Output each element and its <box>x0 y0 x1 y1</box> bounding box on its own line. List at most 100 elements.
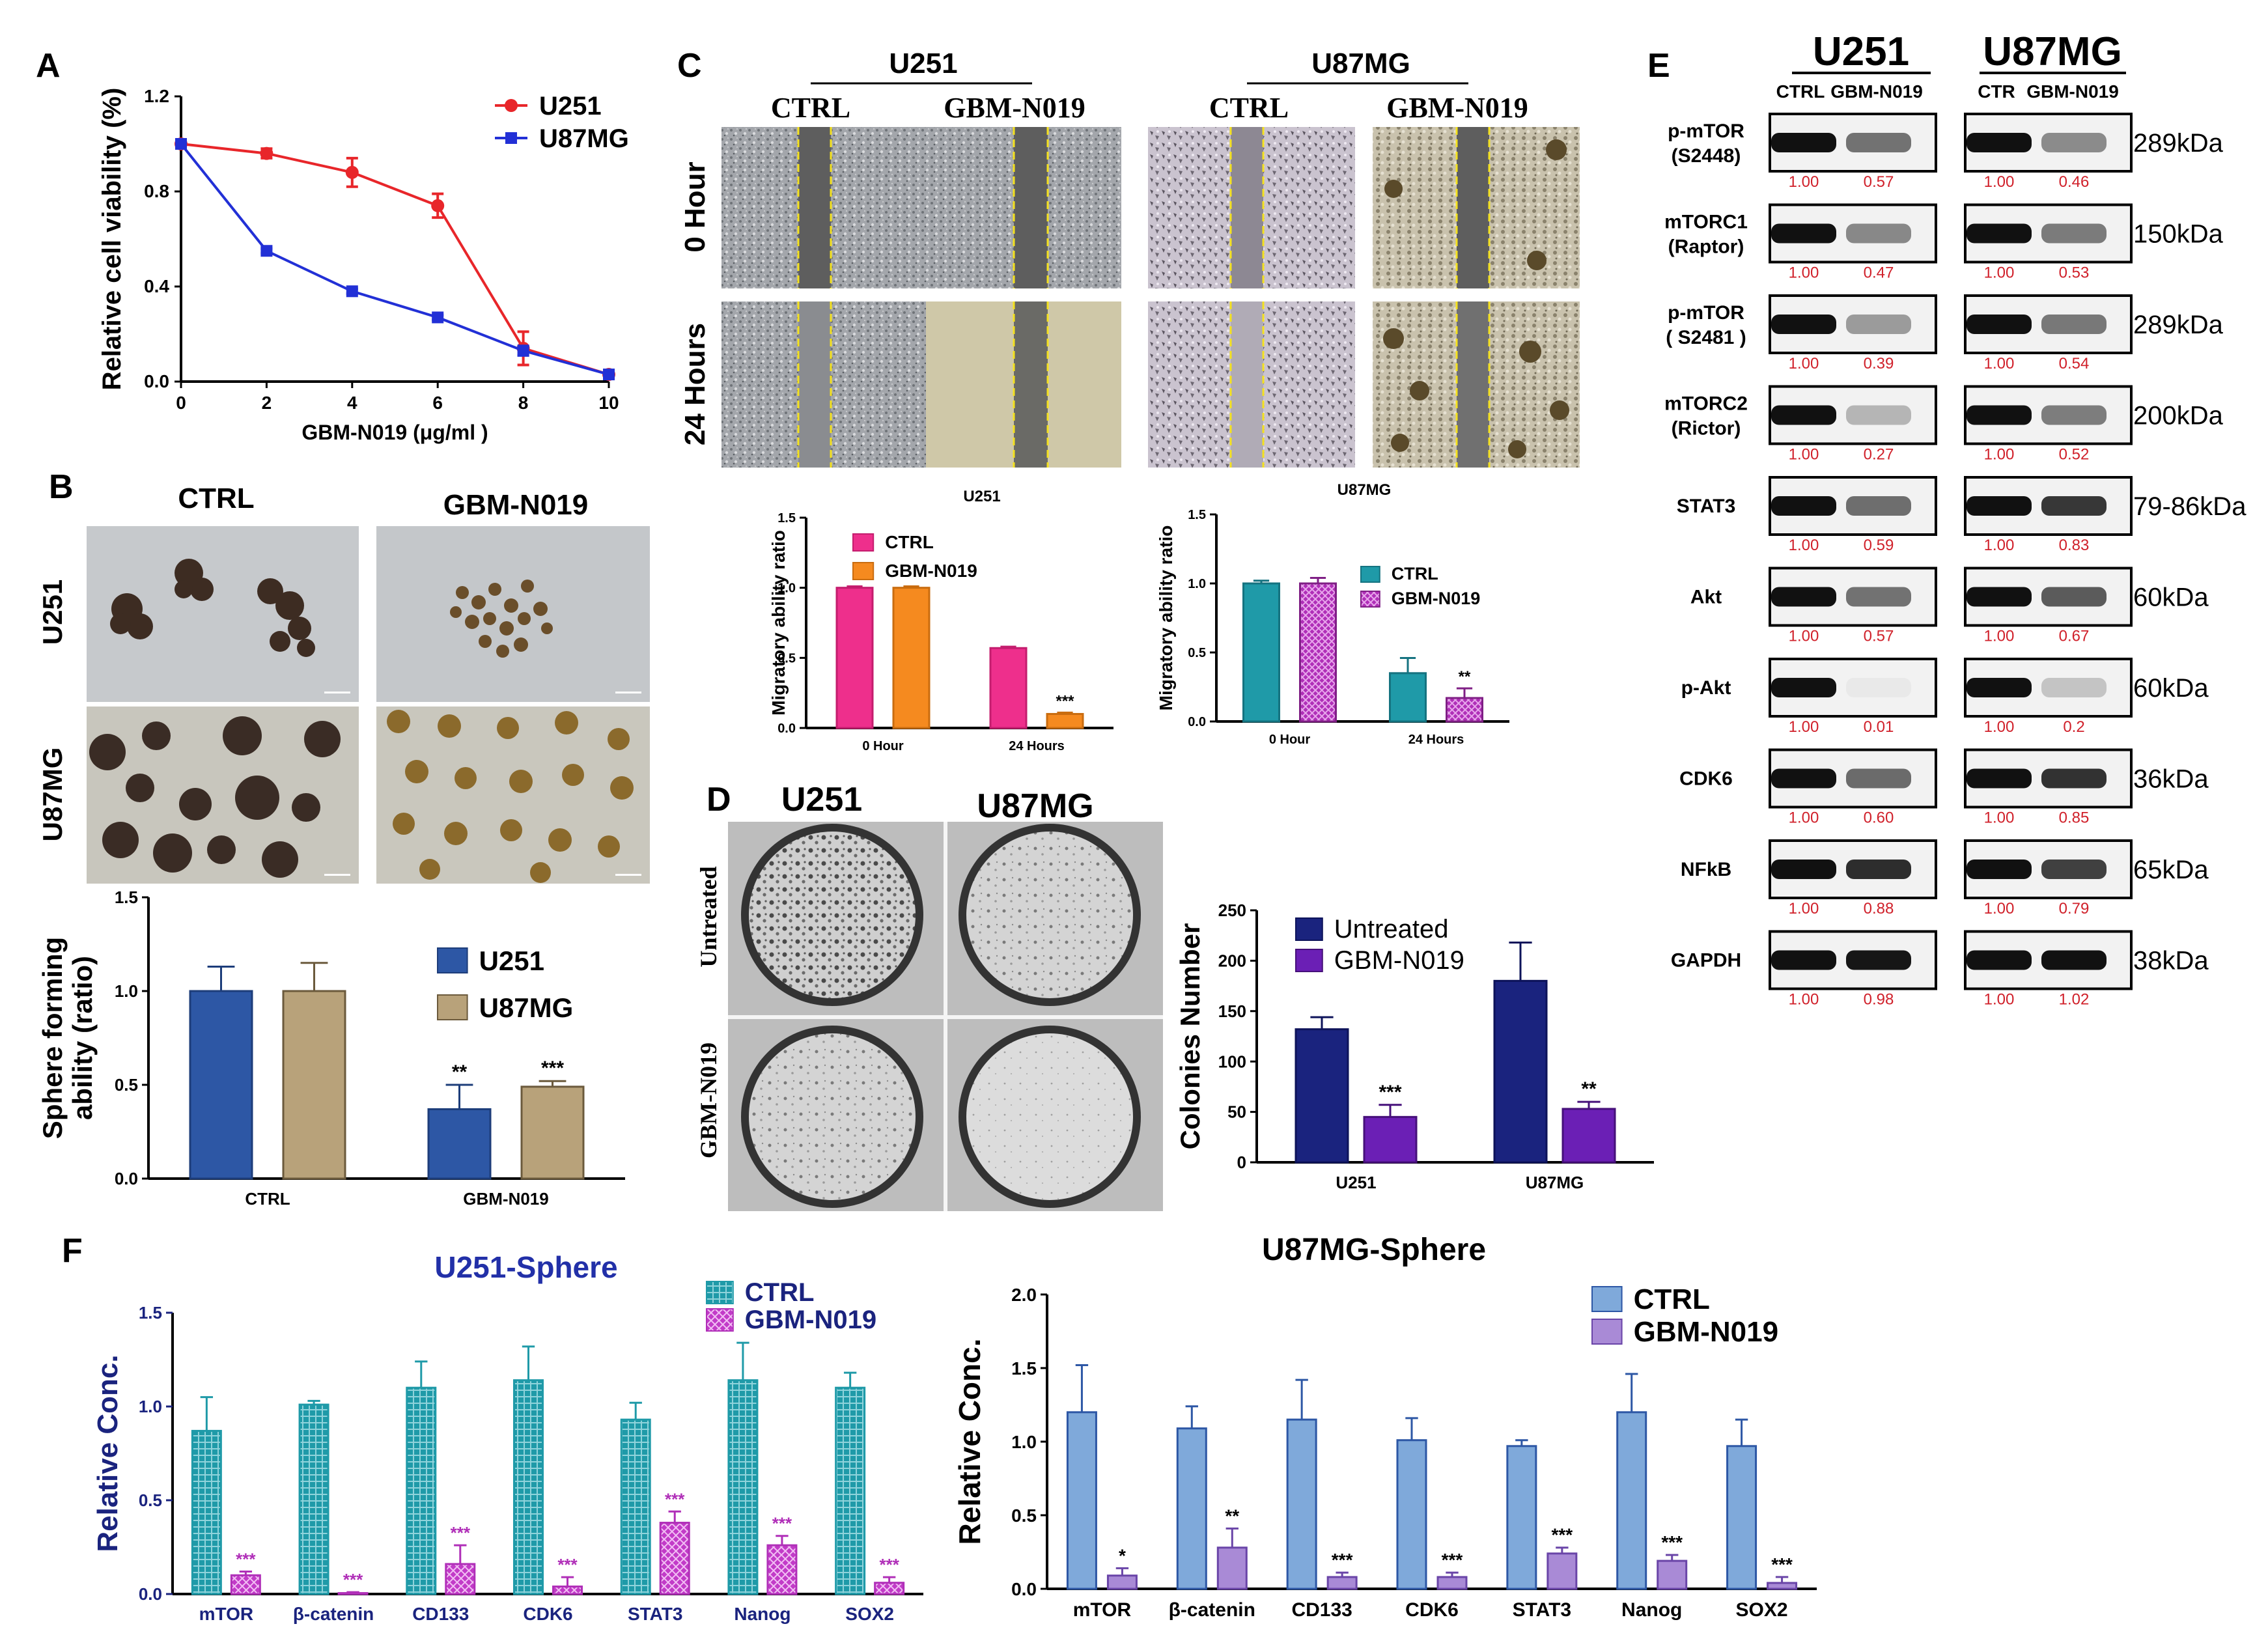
wb-band <box>1771 223 1836 244</box>
wb-protein-label-sub: (Rictor) <box>1672 418 1741 440</box>
x-tick-label: Nanog <box>1621 1599 1682 1621</box>
bar-ctrl <box>727 1379 759 1595</box>
wb-lane-u251: CTRL <box>1776 81 1825 102</box>
significance-marker: *** <box>1771 1554 1793 1574</box>
wb-band <box>1771 496 1836 516</box>
y-tick-label: 0.0 <box>1188 715 1206 729</box>
wb-quant: 0.54 <box>2059 355 2090 372</box>
bar-ctrl <box>1506 1445 1537 1590</box>
wb-band <box>1846 496 1911 516</box>
wb-quant: 0.27 <box>1864 446 1894 464</box>
wb-kda-label: 60kDa <box>2133 674 2209 703</box>
wb-quant: 1.00 <box>1789 264 1819 282</box>
wb-lane-u251: GBM-N019 <box>1830 81 1923 102</box>
legend-label: Untreated <box>1334 915 1449 944</box>
wb-band <box>1771 587 1836 607</box>
bar-gbm-n019 <box>1363 1115 1418 1164</box>
y-tick-label: 1.0 <box>115 981 138 1001</box>
x-tick-label: SOX2 <box>1736 1599 1788 1621</box>
bar-gbm-n019 <box>1446 697 1483 723</box>
bar-gbm-n019 <box>659 1522 690 1595</box>
panel-label-a: A <box>36 47 61 85</box>
y-tick-label: 1.2 <box>144 86 169 106</box>
x-tick-label: CDK6 <box>523 1604 572 1624</box>
y-axis-label: Relative Conc. <box>953 1339 987 1545</box>
sphere-col-header-ctrl: CTRL <box>178 483 254 514</box>
bar-ctrl <box>1242 582 1280 723</box>
significance-marker: *** <box>541 1057 564 1079</box>
wb-quant: 1.00 <box>1984 718 2015 736</box>
wb-band <box>1967 223 2032 244</box>
wb-band <box>1967 950 2032 970</box>
y-tick-label: 1.5 <box>777 511 796 525</box>
wound-col-gbm-u87: GBM-N019 <box>1386 92 1528 124</box>
wb-quant: 1.02 <box>2059 991 2090 1009</box>
legend-label: GBM-N019 <box>745 1306 876 1334</box>
colony-dish-u251-untreated <box>741 824 923 1006</box>
wb-quant: 1.00 <box>1789 537 1819 554</box>
wb-quant: 1.00 <box>1984 355 2015 372</box>
legend-swatch <box>1295 917 1323 941</box>
wb-kda-label: 38kDa <box>2133 947 2209 975</box>
y-tick-label: 0.0 <box>144 371 169 391</box>
wb-kda-label: 200kDa <box>2133 402 2224 430</box>
bar-gbm-n019 <box>1767 1582 1798 1590</box>
bar-gbm-n019 <box>1299 582 1337 723</box>
bar-ctrl <box>1286 1418 1317 1590</box>
x-tick-label: 10 <box>598 393 619 413</box>
x-tick-label: 0 <box>176 393 186 413</box>
wb-band <box>2041 315 2107 334</box>
wound-image-u87-gbm-0h <box>1373 127 1580 288</box>
wb-kda-label: 289kDa <box>2133 129 2224 158</box>
wb-lane-u87: CTR <box>1978 81 2015 102</box>
wb-band <box>1846 133 1911 152</box>
sphere-image-u87-ctrl <box>87 707 359 884</box>
x-tick-label: CDK6 <box>1405 1599 1459 1621</box>
legend-swatch <box>1295 949 1323 972</box>
legend-label: CTRL <box>745 1278 815 1307</box>
significance-marker: *** <box>665 1489 685 1509</box>
wb-quant: 0.67 <box>2059 628 2090 645</box>
y-tick-label: 0.0 <box>1011 1579 1037 1599</box>
wound-col-ctrl-u87: CTRL <box>1209 92 1289 124</box>
panel-d: D U251 U87MG Untreated GBM-N019 0 50 100 15… <box>695 781 1654 1211</box>
wb-band <box>2041 950 2107 970</box>
wb-band <box>2041 678 2107 697</box>
significance-marker: *** <box>1442 1550 1463 1570</box>
colony-dish-u87-gbm <box>959 1026 1141 1208</box>
x-tick-label: CTRL <box>245 1189 290 1209</box>
bar-gbm-n019 <box>1216 1546 1248 1590</box>
y-axis-label: Relative cell viability (%) <box>98 88 126 391</box>
wb-protein-label: mTORC1 <box>1664 212 1748 233</box>
data-point <box>346 285 358 298</box>
wb-band <box>2041 587 2107 607</box>
wb-band <box>2041 860 2107 879</box>
wound-caption-u251: U251 <box>963 488 1000 505</box>
x-tick-label: STAT3 <box>628 1604 683 1624</box>
bar-ctrl <box>1176 1427 1207 1590</box>
bar-u87mg <box>282 990 346 1180</box>
data-point <box>431 199 445 212</box>
panel-label-c: C <box>677 47 702 85</box>
y-tick-label: 1.5 <box>115 888 138 907</box>
wound-image-u251-ctrl-0h <box>721 127 936 288</box>
y-tick-label: 250 <box>1218 901 1246 920</box>
wb-protein-label: NFkB <box>1681 859 1731 880</box>
x-tick-label: 4 <box>347 393 357 413</box>
wb-band <box>1771 768 1836 789</box>
data-point <box>345 165 359 179</box>
wb-quant: 0.57 <box>1864 628 1894 645</box>
line-chart-viability: 0.0 0.4 0.8 1.2 0 2 4 6 8 10 Relative cell viabili… <box>98 86 629 444</box>
wound-cell-line-u87: U87MG <box>1311 48 1410 79</box>
x-tick-label: 2 <box>262 393 272 413</box>
colony-cell-line-u251: U251 <box>781 781 862 818</box>
legend-swatch <box>706 1308 734 1332</box>
wb-band <box>1846 950 1911 970</box>
significance-marker: *** <box>1661 1532 1683 1552</box>
wb-band <box>1967 496 2032 516</box>
wb-quant: 0.52 <box>2059 446 2090 464</box>
wound-image-u251-gbm-0h <box>926 127 1121 288</box>
wound-image-u87-gbm-24h <box>1373 301 1580 468</box>
bar-gbm-n019 <box>1326 1576 1358 1590</box>
bar-ctrl <box>1389 672 1427 723</box>
